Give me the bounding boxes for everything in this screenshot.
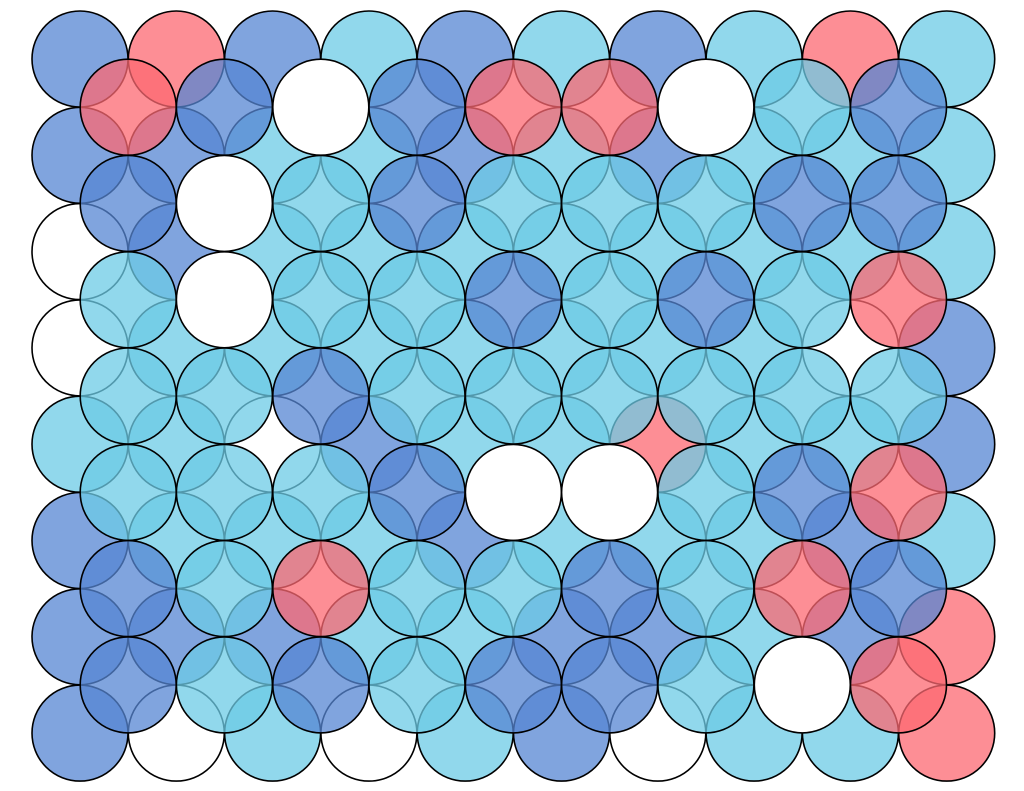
offset-circle-r0-c4 [465,59,561,155]
offset-circle-r2-c5 [562,252,658,348]
offset-circle-r6-c5 [562,637,658,733]
offset-circle-r4-c4 [465,444,561,540]
offset-circle-r5-c3 [369,541,465,637]
offset-circle-r4-c8 [851,444,947,540]
offset-circle-r1-c7 [754,155,850,251]
offset-circle-r1-c0 [80,155,176,251]
offset-circle-r6-c4 [465,637,561,733]
offset-circle-r2-c2 [273,252,369,348]
offset-circle-r4-c2 [273,444,369,540]
circle-grid-offset [80,59,946,733]
offset-circle-r4-c3 [369,444,465,540]
offset-circle-r3-c3 [369,348,465,444]
offset-circle-r3-c6 [658,348,754,444]
offset-circle-r3-c2 [273,348,369,444]
offset-circle-r4-c7 [754,444,850,540]
offset-circle-r1-c5 [562,155,658,251]
offset-circle-r0-c2 [273,59,369,155]
offset-circle-r3-c0 [80,348,176,444]
offset-circle-r0-c0 [80,59,176,155]
offset-circle-r6-c1 [176,637,272,733]
offset-circle-r5-c8 [851,541,947,637]
offset-circle-r1-c4 [465,155,561,251]
offset-circle-r5-c5 [562,541,658,637]
offset-circle-r5-c6 [658,541,754,637]
offset-circle-r1-c1 [176,155,272,251]
offset-circle-r5-c4 [465,541,561,637]
offset-circle-r3-c1 [176,348,272,444]
offset-circle-r0-c3 [369,59,465,155]
offset-circle-r2-c0 [80,252,176,348]
offset-circle-r2-c4 [465,252,561,348]
offset-circle-r2-c8 [851,252,947,348]
offset-circle-r0-c6 [658,59,754,155]
offset-circle-r5-c1 [176,541,272,637]
offset-circle-r0-c5 [562,59,658,155]
offset-circle-r0-c8 [851,59,947,155]
offset-circle-r1-c6 [658,155,754,251]
offset-circle-r3-c5 [562,348,658,444]
offset-circle-r1-c2 [273,155,369,251]
offset-circle-r3-c8 [851,348,947,444]
offset-circle-r4-c1 [176,444,272,540]
offset-circle-r3-c7 [754,348,850,444]
offset-circle-r2-c3 [369,252,465,348]
offset-circle-r4-c6 [658,444,754,540]
offset-circle-r6-c7 [754,637,850,733]
offset-circle-r6-c2 [273,637,369,733]
offset-circle-r6-c8 [851,637,947,733]
offset-circle-r3-c4 [465,348,561,444]
offset-circle-r6-c3 [369,637,465,733]
offset-circle-r6-c0 [80,637,176,733]
offset-circle-r5-c2 [273,541,369,637]
offset-circle-r0-c7 [754,59,850,155]
offset-circle-r4-c0 [80,444,176,540]
offset-circle-r2-c7 [754,252,850,348]
offset-circle-r5-c0 [80,541,176,637]
offset-circle-r2-c6 [658,252,754,348]
offset-circle-r0-c1 [176,59,272,155]
offset-circle-r6-c6 [658,637,754,733]
offset-circle-r2-c1 [176,252,272,348]
offset-circle-r1-c8 [851,155,947,251]
offset-circle-r4-c5 [562,444,658,540]
offset-circle-r5-c7 [754,541,850,637]
offset-circle-r1-c3 [369,155,465,251]
